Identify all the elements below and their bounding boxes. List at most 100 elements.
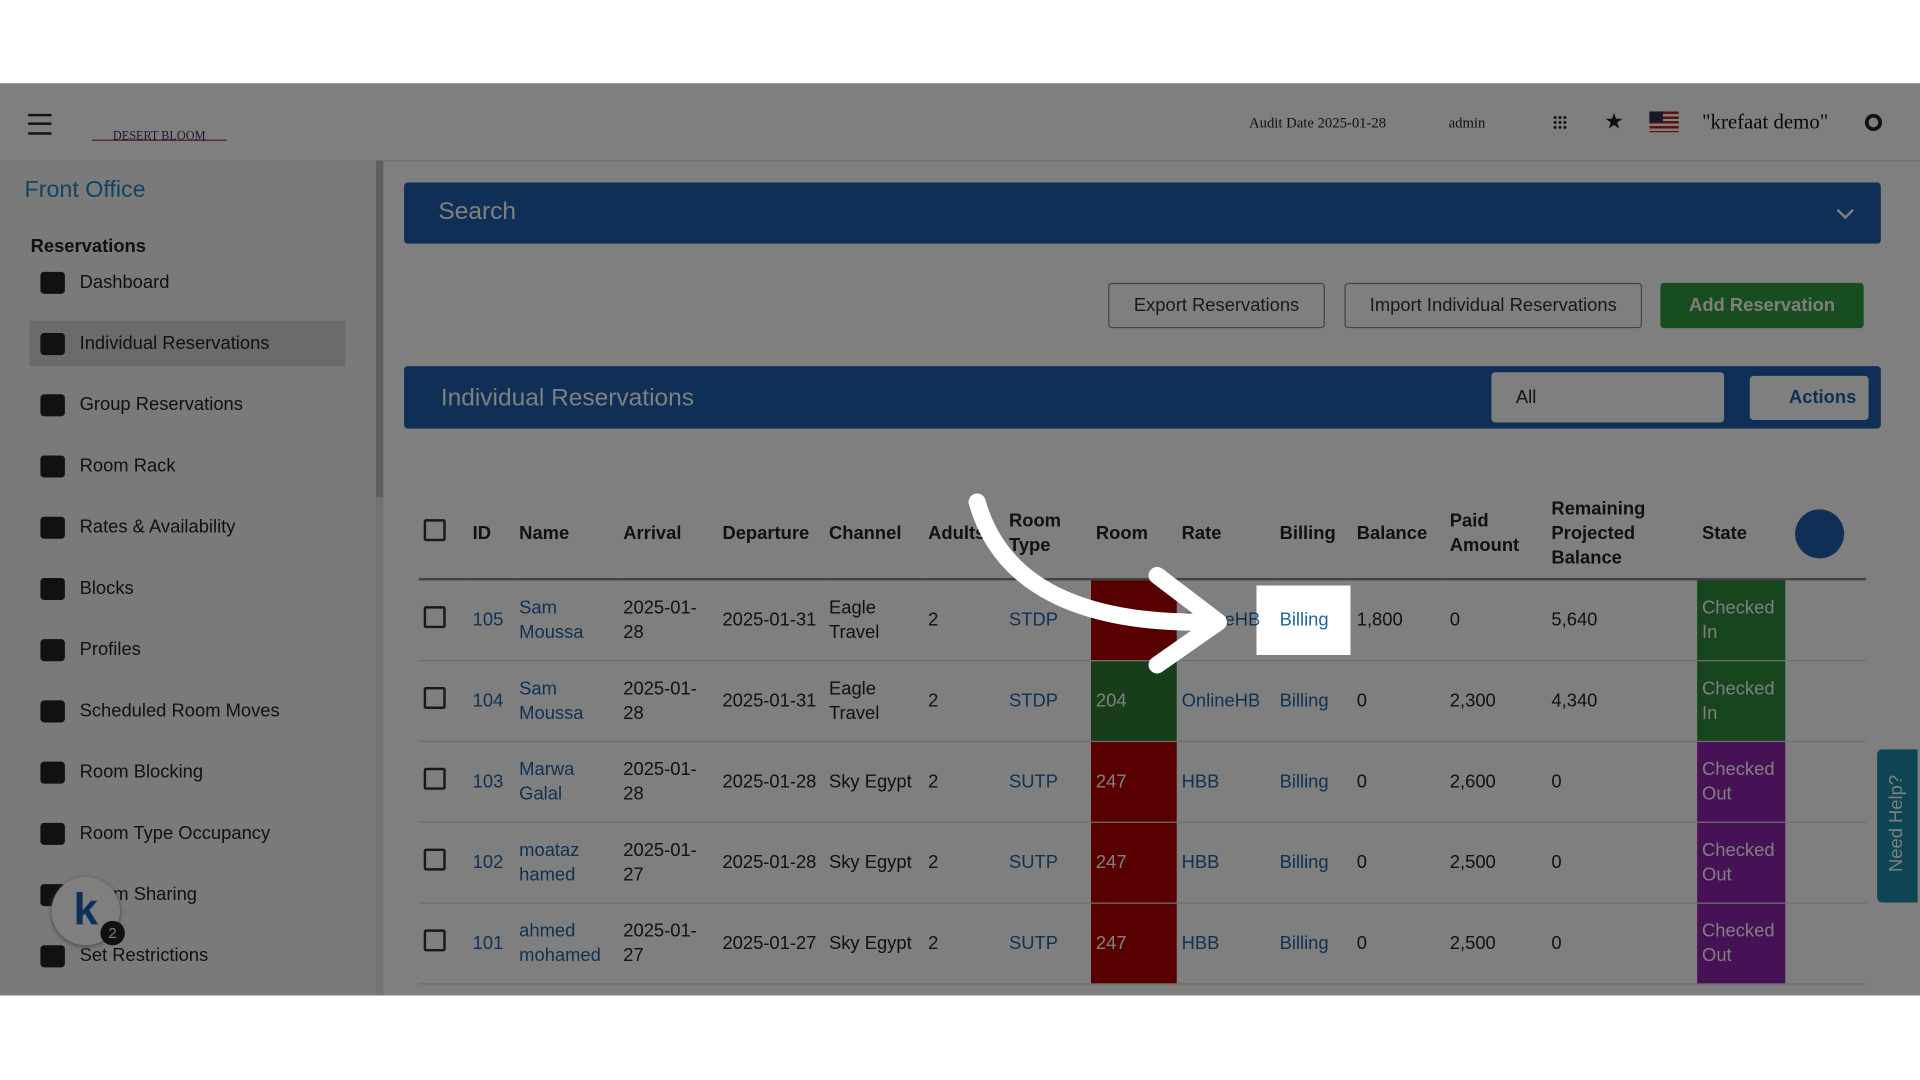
button-label[interactable]: Import Individual Reservations bbox=[1369, 295, 1617, 316]
cell[interactable]: 101 bbox=[467, 903, 515, 985]
hotel-name[interactable]: "krefaat demo" bbox=[1702, 110, 1829, 134]
nav-label[interactable]: Individual Reservations bbox=[79, 333, 270, 354]
import-button[interactable]: Import Individual Reservations bbox=[1344, 282, 1643, 329]
scroll-thumb[interactable] bbox=[375, 160, 384, 498]
checkbox[interactable] bbox=[423, 605, 446, 628]
settings-icon[interactable] bbox=[1864, 113, 1883, 132]
cell[interactable]: 104 bbox=[467, 660, 515, 743]
nav-icon[interactable] bbox=[40, 761, 65, 784]
expand-icon[interactable] bbox=[1836, 201, 1854, 220]
checkbox[interactable] bbox=[423, 767, 446, 790]
help-tab[interactable]: Need Help? bbox=[1877, 749, 1918, 903]
nav-item[interactable]: Room Rack bbox=[29, 443, 345, 488]
cell: 0 bbox=[1546, 741, 1698, 823]
panel-title: Individual Reservations bbox=[440, 384, 695, 412]
nav-label[interactable]: Scheduled Room Moves bbox=[79, 700, 280, 722]
header-cell bbox=[1785, 489, 1867, 581]
checkbox[interactable] bbox=[423, 686, 446, 709]
nav-icon[interactable] bbox=[40, 516, 65, 539]
audit-date[interactable]: Audit Date 2025-01-28 bbox=[1248, 113, 1387, 132]
nav-item[interactable]: Individual Reservations bbox=[29, 320, 346, 367]
cell[interactable]: HBB bbox=[1176, 741, 1275, 823]
cell: 1,800 bbox=[1351, 579, 1445, 662]
cell: 2,600 bbox=[1444, 741, 1547, 823]
cell[interactable]: Billing bbox=[1274, 903, 1352, 985]
favorites-icon[interactable]: ★ bbox=[1604, 108, 1624, 134]
cell[interactable]: ahmed mohamed bbox=[514, 903, 619, 985]
nav-item[interactable]: Blocks bbox=[29, 566, 345, 611]
checkbox[interactable] bbox=[423, 519, 446, 542]
nav-icon[interactable] bbox=[40, 454, 65, 477]
nav-item[interactable]: Set Restrictions bbox=[29, 933, 345, 978]
cell: 2 bbox=[923, 579, 1005, 662]
cell[interactable]: Billing bbox=[1274, 822, 1352, 904]
cell bbox=[418, 903, 468, 985]
cell[interactable]: moataz hamed bbox=[514, 822, 619, 904]
nav-label[interactable]: Dashboard bbox=[79, 271, 170, 293]
button-label[interactable]: Add Reservation bbox=[1689, 295, 1836, 316]
nav-icon[interactable] bbox=[40, 332, 65, 355]
cell[interactable]: HBB bbox=[1176, 822, 1275, 904]
cell[interactable]: Sam Moussa bbox=[514, 579, 619, 662]
nav-label[interactable]: Room Blocking bbox=[79, 761, 204, 783]
cell[interactable]: SUTP bbox=[1004, 822, 1092, 904]
button-label[interactable]: Export Reservations bbox=[1133, 295, 1300, 316]
nav-icon[interactable] bbox=[40, 944, 65, 967]
logo[interactable]: DESERT BLOOM bbox=[91, 100, 227, 143]
cell[interactable]: 102 bbox=[467, 822, 515, 904]
nav-label[interactable]: Rates & Availability bbox=[79, 516, 236, 538]
cell[interactable]: 103 bbox=[467, 741, 515, 823]
nav-item[interactable]: Profiles bbox=[29, 627, 345, 672]
nav-item[interactable]: Group Reservations bbox=[29, 382, 345, 427]
table-row: 103 Marwa Galal 2025-01-28 2025-01-28 Sky Eg… bbox=[418, 741, 1867, 823]
cell: 247 bbox=[1091, 741, 1177, 823]
cell[interactable]: Billing bbox=[1274, 579, 1352, 662]
nav-icon[interactable] bbox=[40, 638, 65, 661]
nav-label[interactable]: Profiles bbox=[79, 639, 141, 660]
menu-button[interactable] bbox=[28, 113, 52, 135]
cell[interactable]: STDP bbox=[1004, 660, 1092, 743]
nav-item[interactable]: Scheduled Room Moves bbox=[29, 688, 345, 733]
nav-label[interactable]: Room Rack bbox=[79, 455, 176, 477]
cell[interactable]: SUTP bbox=[1004, 741, 1092, 823]
cell: Sky Egypt bbox=[824, 822, 924, 904]
scrollbar[interactable] bbox=[375, 160, 384, 996]
tools-button[interactable] bbox=[1795, 509, 1845, 559]
search-bar[interactable]: Search bbox=[404, 182, 1881, 244]
cell[interactable]: Billing bbox=[1274, 660, 1352, 743]
header-cell bbox=[418, 489, 468, 581]
help-label[interactable]: Need Help? bbox=[1886, 774, 1908, 872]
nav-item[interactable]: Room Type Occupancy bbox=[29, 811, 345, 856]
add-button[interactable]: Add Reservation bbox=[1660, 282, 1864, 329]
cell[interactable]: Sam Moussa bbox=[514, 660, 619, 743]
nav-icon[interactable] bbox=[40, 699, 65, 722]
cell[interactable]: Marwa Galal bbox=[514, 741, 619, 823]
search-label[interactable]: Search bbox=[438, 198, 516, 226]
nav-label[interactable]: Set Restrictions bbox=[79, 945, 209, 967]
nav-icon[interactable] bbox=[40, 577, 65, 600]
nav-icon[interactable] bbox=[40, 822, 65, 845]
nav-label[interactable]: Blocks bbox=[79, 577, 134, 599]
filter-select[interactable]: All bbox=[1491, 372, 1725, 423]
cell[interactable]: HBB bbox=[1176, 903, 1275, 985]
user[interactable]: admin bbox=[1448, 113, 1486, 132]
flag[interactable] bbox=[1649, 111, 1679, 133]
actions-button[interactable]: Actions bbox=[1749, 375, 1869, 420]
nav-label[interactable]: Room Type Occupancy bbox=[79, 822, 271, 844]
export-button[interactable]: Export Reservations bbox=[1108, 282, 1325, 329]
nav-icon[interactable] bbox=[40, 271, 65, 294]
nav-label[interactable]: Group Reservations bbox=[79, 394, 243, 416]
nav-item[interactable]: Room Blocking bbox=[29, 749, 345, 794]
nav-item[interactable]: Dashboard bbox=[29, 260, 345, 305]
cell[interactable]: OnlineHB bbox=[1176, 660, 1275, 743]
cell[interactable]: Billing bbox=[1274, 741, 1352, 823]
cell[interactable]: SUTP bbox=[1004, 903, 1092, 985]
checkbox[interactable] bbox=[423, 847, 446, 870]
cell bbox=[418, 660, 468, 743]
apps-icon[interactable] bbox=[1552, 115, 1568, 130]
cell[interactable]: 105 bbox=[467, 579, 515, 662]
cell: 247 bbox=[1091, 822, 1177, 904]
checkbox[interactable] bbox=[423, 928, 446, 951]
nav-item[interactable]: Rates & Availability bbox=[29, 504, 345, 549]
nav-icon[interactable] bbox=[40, 393, 65, 416]
